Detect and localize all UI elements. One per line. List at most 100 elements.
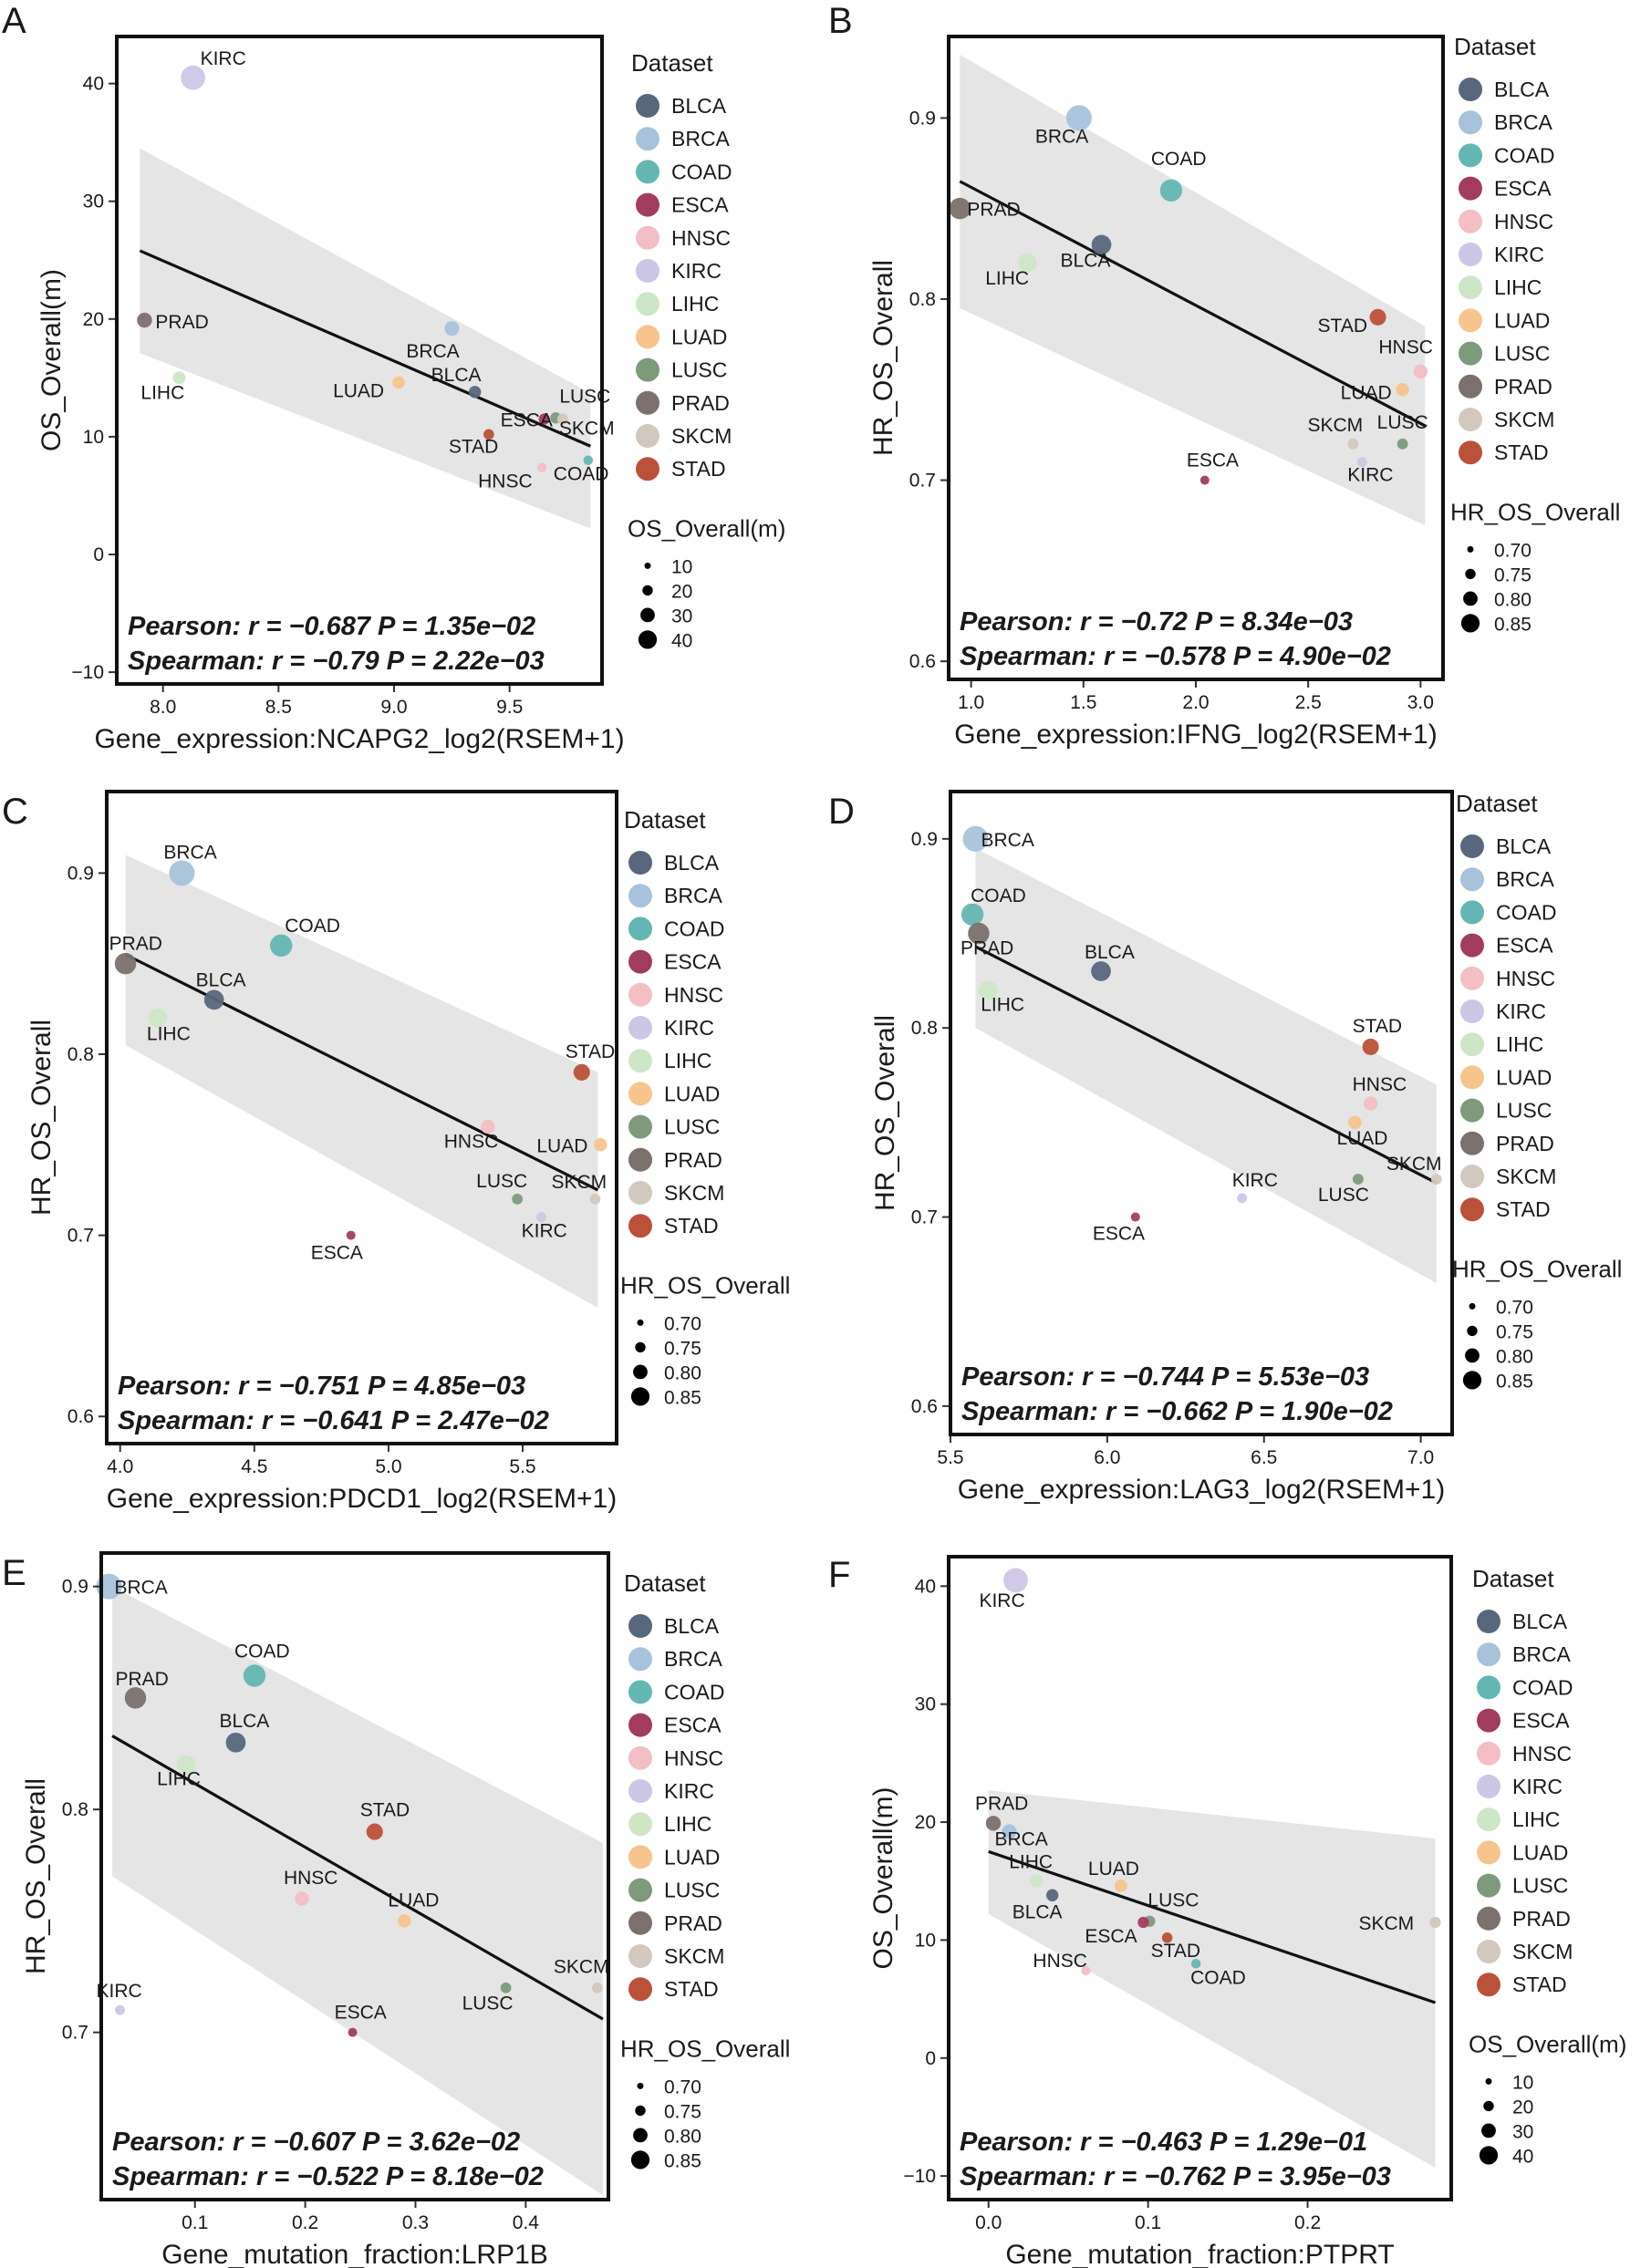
legend-title: Dataset: [1454, 33, 1536, 60]
data-point-kirc: [181, 65, 205, 90]
plot-frame: [949, 790, 1454, 1436]
legend-swatch-luad: [636, 325, 659, 349]
y-tick-label: −10: [903, 2166, 936, 2187]
legend-swatch-kirc: [628, 1016, 652, 1040]
legend-swatch-coad: [628, 1680, 652, 1704]
size-legend-dot: [635, 1341, 646, 1353]
legend-label-prad: PRAD: [1496, 1132, 1554, 1155]
legend-label-kirc: KIRC: [1496, 999, 1546, 1023]
confidence-band: [125, 854, 598, 1309]
point-label-blca: BLCA: [1012, 1901, 1063, 1922]
y-tick-label: 20: [915, 1812, 936, 1833]
y-tick-label: 20: [83, 309, 104, 330]
legend-swatch-esca: [636, 192, 659, 217]
point-label-stad: STAD: [449, 436, 498, 457]
point-label-prad: PRAD: [109, 934, 162, 955]
legend-swatch-coad: [636, 160, 659, 184]
point-label-lihc: LIHC: [1009, 1852, 1053, 1873]
x-tick-label: 0.1: [1135, 2212, 1161, 2233]
legend-label-lusc: LUSC: [1512, 1874, 1568, 1898]
point-label-hnsc: HNSC: [444, 1131, 499, 1152]
plot-frame: [947, 35, 1445, 681]
data-point-kirc: [1356, 457, 1367, 468]
legend-swatch-hnsc: [1459, 209, 1482, 233]
size-legend-label: 0.75: [664, 1338, 701, 1359]
size-legend-label: 40: [671, 630, 692, 651]
legend-label-coad: COAD: [1496, 900, 1556, 924]
panel-d: D BRCA COAD PRAD BLCA LIHC STAD HNSC LUAD LUSC SKC…: [828, 790, 1622, 1505]
point-label-brca: BRCA: [406, 341, 459, 362]
data-point-lusc: [1352, 1174, 1364, 1185]
legend-label-lihc: LIHC: [1494, 275, 1542, 299]
point-label-esca: ESCA: [1085, 1926, 1137, 1947]
point-label-hnsc: HNSC: [1353, 1074, 1407, 1095]
point-label-kirc: KIRC: [979, 1590, 1024, 1611]
legend-title: Dataset: [1472, 1565, 1554, 1592]
y-tick-label: 0.6: [67, 1406, 94, 1427]
legend-title: Dataset: [631, 49, 713, 77]
data-point-brca: [169, 860, 195, 886]
legend-swatch-prad: [636, 390, 659, 415]
size-legend-label: 0.70: [664, 2076, 701, 2097]
data-point-skcm: [1430, 1174, 1442, 1185]
legend-swatch-lihc: [628, 1812, 652, 1837]
point-label-brca: BRCA: [981, 830, 1034, 851]
data-point-stad: [573, 1063, 590, 1081]
legend-label-skcm: SKCM: [664, 1944, 724, 1968]
point-label-skcm: SKCM: [1359, 1913, 1415, 1934]
legend-label-skcm: SKCM: [664, 1181, 724, 1205]
y-tick-label: 0.7: [62, 2023, 88, 2044]
point-label-lihc: LIHC: [140, 382, 184, 403]
size-legend-dot: [637, 1319, 644, 1326]
point-label-stad: STAD: [360, 1800, 410, 1821]
data-point-prad: [124, 1687, 147, 1709]
point-label-kirc: KIRC: [97, 1981, 142, 2002]
legend-label-skcm: SKCM: [671, 424, 732, 448]
point-label-lusc: LUSC: [462, 1994, 514, 2014]
legend-swatch-prad: [1460, 1131, 1484, 1155]
legend-label-lihc: LIHC: [1496, 1032, 1543, 1056]
size-legend-label: 0.80: [1496, 1346, 1533, 1367]
point-label-coad: COAD: [1190, 1967, 1246, 1988]
legend-label-blca: BLCA: [1496, 834, 1552, 858]
legend-label-brca: BRCA: [664, 1647, 723, 1671]
legend-swatch-lihc: [1460, 1032, 1484, 1057]
legend-label-brca: BRCA: [664, 884, 723, 907]
x-tick-label: 0.1: [182, 2212, 208, 2233]
x-tick-label: 6.0: [1094, 1447, 1120, 1468]
legend-swatch-lusc: [1460, 1098, 1484, 1123]
data-point-skcm: [1429, 1916, 1441, 1929]
legend-swatch-skcm: [628, 1944, 652, 1968]
point-label-lihc: LIHC: [147, 1023, 191, 1044]
data-point-coad: [583, 455, 594, 465]
size-legend-dot: [630, 1387, 650, 1406]
data-point-brca: [962, 825, 989, 852]
legend-swatch-coad: [628, 917, 652, 941]
confidence-band: [112, 1586, 603, 2196]
point-label-esca: ESCA: [1187, 450, 1239, 471]
size-legend-dot: [1465, 1348, 1480, 1363]
legend-label-skcm: SKCM: [1494, 408, 1554, 431]
legend-swatch-skcm: [636, 424, 659, 448]
legend-swatch-kirc: [628, 1779, 652, 1803]
data-point-kirc: [1237, 1193, 1248, 1204]
size-legend-dot: [1481, 2123, 1496, 2139]
legend-swatch-esca: [1477, 1708, 1500, 1733]
x-tick-label: 8.5: [265, 697, 292, 718]
size-legend-dot: [1483, 2100, 1494, 2112]
point-label-blca: BLCA: [219, 1711, 269, 1732]
legend-swatch-hnsc: [636, 225, 659, 250]
legend-label-lusc: LUSC: [664, 1115, 720, 1139]
legend-title: Dataset: [624, 1569, 706, 1597]
panel-letter-c: C: [2, 792, 28, 832]
size-legend-label: 0.80: [1494, 589, 1532, 610]
size-legend-label: 20: [671, 581, 692, 602]
legend-label-blca: BLCA: [664, 851, 720, 875]
size-legend-dot: [640, 607, 655, 623]
data-point-hnsc: [295, 1891, 309, 1906]
legend-swatch-prad: [628, 1911, 652, 1935]
point-label-hnsc: HNSC: [1033, 1951, 1087, 1972]
legend-swatch-coad: [1460, 900, 1484, 925]
legend-swatch-stad: [628, 1214, 652, 1238]
